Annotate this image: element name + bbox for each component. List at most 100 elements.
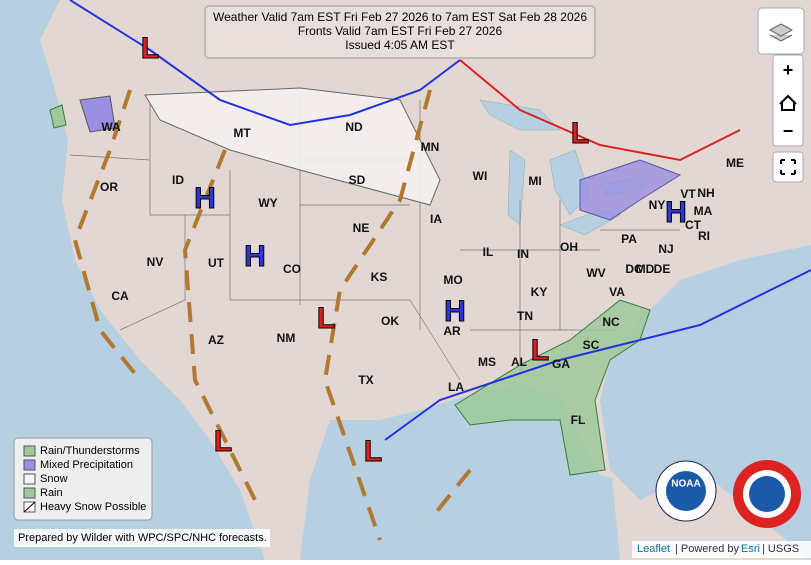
cold-front bbox=[384, 269, 811, 441]
state-label: NM bbox=[277, 331, 296, 345]
legend-box bbox=[13, 437, 153, 521]
legend-swatch bbox=[23, 473, 36, 485]
rain-area bbox=[49, 104, 67, 129]
pacific bbox=[0, 0, 265, 560]
state-label: CT bbox=[685, 218, 702, 232]
warm-front bbox=[459, 59, 741, 162]
state-label: WA bbox=[101, 120, 121, 134]
state-label: MI bbox=[528, 174, 541, 188]
state-label: CO bbox=[283, 262, 301, 276]
legend-label: Snow bbox=[40, 473, 68, 485]
pressure-label: L bbox=[364, 435, 382, 468]
state-label: PA bbox=[621, 232, 637, 246]
pressure-label: H bbox=[194, 182, 216, 215]
pressure-label: L bbox=[317, 302, 335, 335]
state-label: WV bbox=[586, 266, 605, 280]
state-label: DC bbox=[625, 262, 643, 276]
noaa-logo-inner bbox=[666, 471, 706, 511]
state-label: MS bbox=[478, 355, 496, 369]
state-label: NV bbox=[147, 255, 164, 269]
state-label: MA bbox=[694, 204, 713, 218]
legend-label: Heavy Snow Possible bbox=[40, 501, 146, 513]
pressure-label: L bbox=[141, 32, 159, 65]
state-label: OR bbox=[100, 180, 118, 194]
leaflet-link[interactable]: Leaflet bbox=[637, 543, 670, 555]
state-labels: WA OR CA ID NV MT WY UT AZ CO NM ND SD NE KS OK TX MN IA MO… bbox=[100, 120, 744, 427]
state-label: NY bbox=[649, 198, 666, 212]
rain-area bbox=[454, 299, 651, 476]
snow-area bbox=[144, 87, 441, 206]
state-label: MD bbox=[636, 262, 655, 276]
state-label: AZ bbox=[208, 333, 224, 347]
legend-swatch bbox=[23, 445, 36, 457]
state-label: KY bbox=[531, 285, 548, 299]
state-label: FL bbox=[571, 413, 586, 427]
state-label: ID bbox=[172, 173, 184, 187]
mixed-precip-area bbox=[79, 95, 116, 133]
fullscreen-button[interactable] bbox=[772, 151, 804, 183]
state-label: MO bbox=[443, 273, 462, 287]
gulf bbox=[300, 385, 620, 560]
state-label: MN bbox=[421, 140, 440, 154]
fullscreen-icon bbox=[780, 159, 796, 175]
legend-label: Rain bbox=[40, 487, 63, 499]
state-label: SC bbox=[583, 338, 600, 352]
legend-hatch bbox=[23, 501, 36, 513]
header-box bbox=[204, 5, 596, 59]
attribution-text: | USGS bbox=[762, 543, 799, 555]
troughs bbox=[72, 89, 472, 541]
state-label: OK bbox=[381, 314, 399, 328]
state-label: AR bbox=[443, 324, 461, 338]
zoom-out[interactable]: − bbox=[783, 121, 794, 141]
state-label: VA bbox=[609, 285, 625, 299]
noaa-text: NOAA bbox=[671, 479, 700, 490]
mixed-precip-area bbox=[579, 159, 682, 221]
state-label: IN bbox=[517, 247, 529, 261]
state-label: NE bbox=[353, 221, 370, 235]
pressure-label: L bbox=[214, 425, 232, 458]
state-label: ND bbox=[345, 120, 363, 134]
legend-swatch bbox=[23, 487, 36, 499]
credits: Prepared by Wilder with WPC/SPC/NHC fore… bbox=[18, 532, 267, 544]
state-label: CA bbox=[111, 289, 129, 303]
legend-swatch bbox=[23, 459, 36, 471]
layers-icon bbox=[768, 23, 794, 42]
state-label: RI bbox=[698, 229, 710, 243]
home-button[interactable] bbox=[779, 94, 797, 111]
state-label: TN bbox=[517, 309, 533, 323]
state-label: GA bbox=[552, 357, 570, 371]
esri-link[interactable]: Esri bbox=[741, 543, 760, 555]
state-label: OH bbox=[560, 240, 578, 254]
header-line: Issued 4:05 AM EST bbox=[345, 38, 455, 52]
state-label: VT bbox=[680, 187, 696, 201]
state-label: IL bbox=[483, 245, 494, 259]
state-label: NH bbox=[697, 186, 714, 200]
zoom-controls bbox=[772, 54, 804, 147]
legend-label: Rain/Thunderstorms bbox=[40, 445, 140, 457]
zoom-in[interactable]: + bbox=[783, 60, 794, 80]
state-label: DE bbox=[654, 262, 671, 276]
pressure-label: H bbox=[665, 196, 687, 229]
state-label: AL bbox=[511, 355, 527, 369]
cold-front bbox=[69, 0, 461, 127]
pressure-label: H bbox=[444, 295, 466, 328]
state-label: MT bbox=[233, 126, 251, 140]
state-label: UT bbox=[208, 256, 225, 270]
state-label: LA bbox=[448, 380, 464, 394]
header-line: Weather Valid 7am EST Fri Feb 27 2026 to… bbox=[213, 10, 587, 24]
legend-label: Mixed Precipitation bbox=[40, 459, 133, 471]
nws-logo-core bbox=[749, 476, 785, 512]
pressure-label: H bbox=[244, 240, 266, 273]
state-label: WI bbox=[473, 169, 488, 183]
state-label: NC bbox=[602, 315, 620, 329]
pressure-label: L bbox=[571, 117, 589, 150]
state-label: IA bbox=[430, 212, 442, 226]
state-label: TX bbox=[358, 373, 373, 387]
state-label: WY bbox=[258, 196, 277, 210]
attribution-text: | Powered by bbox=[675, 543, 740, 555]
state-label: SD bbox=[349, 173, 366, 187]
state-label: ME bbox=[726, 156, 744, 170]
legend: Rain/Thunderstorms Mixed Precipitation Sno… bbox=[23, 445, 146, 513]
